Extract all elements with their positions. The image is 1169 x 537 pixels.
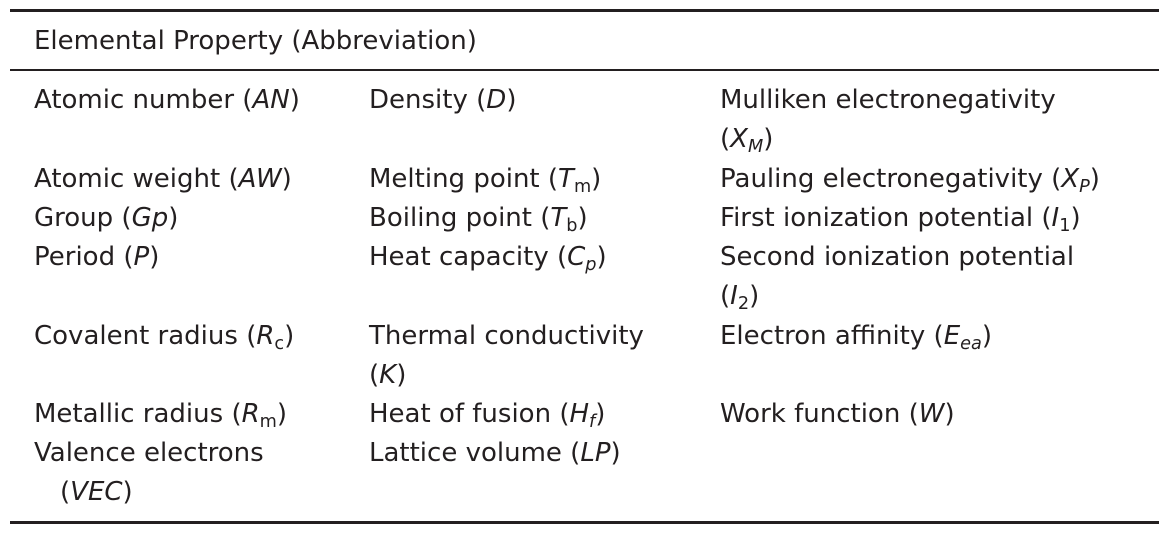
- table-cell: Boiling point (Tb): [369, 199, 588, 238]
- property-name: Pauling electronegativity: [720, 164, 1043, 194]
- abbreviation-symbol: X: [1061, 164, 1080, 194]
- property-name: Covalent radius: [34, 321, 238, 351]
- property-abbreviation: (Hf): [559, 399, 606, 432]
- abbreviation-subscript: P: [1079, 176, 1090, 197]
- property-abbreviation: (D): [476, 85, 517, 115]
- property-abbreviation: (Gp): [121, 203, 179, 233]
- table-header-rule: [10, 69, 1159, 71]
- abbreviation-subscript: c: [274, 333, 285, 354]
- table-cell: Heat capacity (Cp): [369, 238, 607, 277]
- property-abbreviation: (W): [908, 399, 955, 429]
- abbreviation-symbol: E: [943, 321, 961, 351]
- abbreviation-symbol: AW: [238, 164, 282, 194]
- abbreviation-symbol: C: [567, 242, 586, 272]
- table-bottom-rule: [10, 521, 1159, 524]
- table-cell: Valence electrons (VEC): [34, 434, 264, 512]
- property-name: Thermal conductivity: [369, 321, 644, 351]
- abbreviation-symbol: W: [918, 399, 945, 429]
- property-name: Period: [34, 242, 116, 272]
- table-cell: Melting point (Tm): [369, 160, 601, 199]
- property-abbreviation: (Tm): [547, 164, 602, 197]
- property-abbreviation: (LP): [570, 438, 621, 468]
- table-cell: Covalent radius (Rc): [34, 317, 294, 356]
- property-abbreviation: (AW): [228, 164, 292, 194]
- abbreviation-symbol: P: [133, 242, 150, 272]
- property-abbreviation: (XM): [720, 124, 774, 157]
- abbreviation-subscript: b: [566, 215, 578, 236]
- abbreviation-symbol: D: [486, 85, 507, 115]
- table-cell: Lattice volume (LP): [369, 434, 621, 473]
- property-name: Metallic radius: [34, 399, 224, 429]
- abbreviation-subscript: m: [573, 176, 592, 197]
- abbreviation-symbol: LP: [580, 438, 611, 468]
- abbreviation-symbol: H: [569, 399, 590, 429]
- table-cell: Pauling electronegativity (XP): [720, 160, 1100, 199]
- abbreviation-subscript: 1: [1059, 215, 1071, 236]
- table-cell: Atomic number (AN): [34, 81, 300, 120]
- table-header: Elemental Property (Abbreviation): [34, 26, 477, 56]
- property-abbreviation: (Rm): [231, 399, 288, 432]
- property-name: Density: [369, 85, 468, 115]
- table-cell: Period (P): [34, 238, 159, 277]
- property-name: Lattice volume: [369, 438, 562, 468]
- abbreviation-subscript: 2: [737, 293, 750, 314]
- abbreviation-symbol: K: [379, 360, 397, 390]
- property-name: Valence electrons: [34, 438, 264, 468]
- property-abbreviation: (Rc): [246, 321, 295, 354]
- property-abbreviation: (Eea): [933, 321, 992, 354]
- table-cell: Metallic radius (Rm): [34, 395, 287, 434]
- property-name: Boiling point: [369, 203, 532, 233]
- abbreviation-symbol: VEC: [70, 477, 123, 507]
- table-cell: Thermal conductivity (K): [369, 317, 644, 395]
- property-name: Heat of fusion: [369, 399, 552, 429]
- abbreviation-symbol: T: [550, 203, 567, 233]
- property-name: Melting point: [369, 164, 540, 194]
- property-abbreviation: (I2): [720, 281, 760, 314]
- property-abbreviation: (XP): [1051, 164, 1100, 197]
- abbreviation-symbol: AN: [252, 85, 290, 115]
- property-abbreviation: (Tb): [540, 203, 588, 236]
- property-name: Group: [34, 203, 114, 233]
- property-name: Second ionization potential: [720, 242, 1075, 272]
- property-abbreviation: (AN): [242, 85, 300, 115]
- property-name: First ionization potential: [720, 203, 1034, 233]
- property-name: Work function: [720, 399, 901, 429]
- table-cell: Atomic weight (AW): [34, 160, 292, 199]
- abbreviation-subscript: f: [589, 411, 596, 432]
- property-name: Atomic weight: [34, 164, 221, 194]
- property-name: Electron affinity: [720, 321, 926, 351]
- abbreviation-symbol: T: [558, 164, 574, 194]
- property-name: Atomic number: [34, 85, 235, 115]
- property-abbreviation: (P): [123, 242, 160, 272]
- abbreviation-subscript: m: [259, 411, 277, 432]
- property-abbreviation: (K): [369, 360, 407, 390]
- abbreviation-symbol: R: [241, 399, 260, 429]
- table-cell: Group (Gp): [34, 199, 178, 238]
- table-cell: Density (D): [369, 81, 516, 120]
- abbreviation-symbol: I: [1051, 203, 1060, 233]
- abbreviation-symbol: Gp: [131, 203, 169, 233]
- table-cell: Work function (W): [720, 395, 955, 434]
- table-cell: First ionization potential (I1): [720, 199, 1081, 238]
- property-abbreviation: (I1): [1041, 203, 1081, 236]
- table-cell: Heat of fusion (Hf): [369, 395, 605, 434]
- table-cell: Second ionization potential (I2): [720, 238, 1074, 316]
- table-cell: Mulliken electronegativity (XM): [720, 81, 1056, 159]
- abbreviation-subscript: p: [585, 254, 597, 275]
- abbreviation-subscript: ea: [960, 333, 982, 354]
- abbreviation-subscript: M: [747, 136, 764, 157]
- table-cell: Electron affinity (Eea): [720, 317, 992, 356]
- property-name: Heat capacity: [369, 242, 549, 272]
- property-name: Mulliken electronegativity: [720, 85, 1056, 115]
- abbreviation-symbol: X: [730, 124, 748, 154]
- abbreviation-symbol: I: [730, 281, 738, 311]
- property-abbreviation: (VEC): [60, 477, 133, 507]
- property-abbreviation: (Cp): [556, 242, 607, 275]
- table-top-rule: [10, 9, 1159, 12]
- abbreviation-symbol: R: [256, 321, 275, 351]
